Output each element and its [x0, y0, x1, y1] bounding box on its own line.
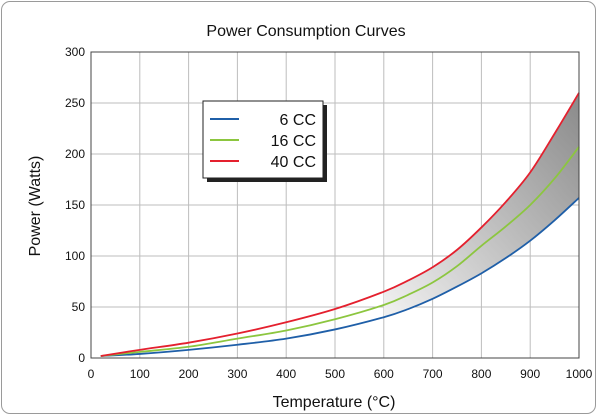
x-tick-label: 700 — [423, 367, 443, 381]
legend-label: 40 CC — [271, 154, 316, 171]
chart-title: Power Consumption Curves — [206, 23, 405, 40]
y-tick-label: 150 — [65, 198, 85, 212]
y-tick-label: 50 — [72, 300, 86, 314]
x-tick-label: 600 — [374, 367, 394, 381]
x-tick-label: 800 — [471, 367, 491, 381]
y-tick-label: 0 — [78, 351, 85, 365]
series-line-40-cc — [100, 92, 580, 357]
legend-label: 16 CC — [271, 133, 316, 150]
x-tick-label: 200 — [179, 367, 199, 381]
legend-label: 6 CC — [280, 112, 316, 129]
x-tick-label: 1000 — [566, 367, 593, 381]
x-tick-label: 500 — [325, 367, 345, 381]
y-tick-label: 250 — [65, 96, 85, 110]
series-lines — [100, 92, 580, 357]
series-line-6-cc — [100, 197, 580, 357]
plot-area-border — [90, 51, 580, 359]
x-axis-title: Temperature (°C) — [273, 394, 396, 411]
axis-ticks: 0 100 200 300 400 500 600 700 800 900 1000 0 50 100 15… — [65, 45, 593, 381]
y-tick-label: 100 — [65, 249, 85, 263]
series-line-16-cc — [100, 146, 580, 357]
legend: 6 CC 16 CC 40 CC — [202, 100, 327, 182]
y-axis-title: Power (Watts) — [27, 156, 44, 257]
x-tick-label: 400 — [276, 367, 296, 381]
x-tick-label: 0 — [88, 367, 95, 381]
y-tick-label: 300 — [65, 45, 85, 59]
x-tick-label: 900 — [520, 367, 540, 381]
y-tick-label: 200 — [65, 147, 85, 161]
x-tick-label: 300 — [227, 367, 247, 381]
x-tick-label: 100 — [130, 367, 150, 381]
